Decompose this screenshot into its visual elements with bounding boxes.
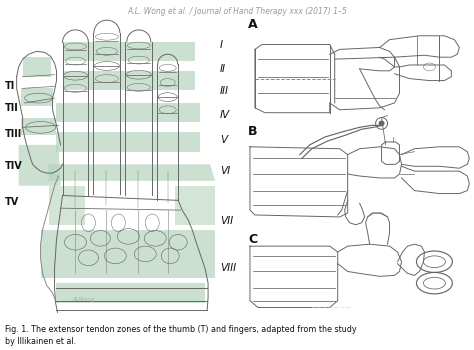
Text: VI: VI — [220, 166, 230, 176]
Polygon shape — [18, 145, 61, 186]
Polygon shape — [55, 103, 200, 122]
Polygon shape — [21, 88, 53, 106]
Text: V: V — [220, 135, 227, 146]
Text: VIII: VIII — [220, 263, 236, 273]
Text: IV: IV — [220, 110, 230, 120]
Text: TI: TI — [5, 81, 15, 91]
Text: B: B — [248, 125, 257, 138]
Text: VII: VII — [220, 216, 233, 226]
Polygon shape — [55, 132, 200, 152]
Text: TII: TII — [5, 103, 18, 113]
Text: A.L. Wong et al. / Journal of Hand Therapy xxx (2017) 1–5: A.L. Wong et al. / Journal of Hand Thera… — [127, 7, 347, 15]
Polygon shape — [63, 71, 195, 90]
Text: C: C — [248, 232, 257, 245]
Polygon shape — [63, 42, 195, 61]
Polygon shape — [175, 186, 215, 225]
Text: Fig. 1. The extensor tendon zones of the thumb (T) and fingers, adapted from the: Fig. 1. The extensor tendon zones of the… — [5, 325, 356, 346]
Polygon shape — [41, 230, 215, 278]
Text: ALWong: ALWong — [73, 297, 95, 302]
Polygon shape — [48, 186, 85, 225]
Polygon shape — [23, 57, 51, 77]
Text: ~~~~~~~: ~~~~~~~ — [310, 306, 351, 312]
Text: TIV: TIV — [5, 161, 22, 171]
Polygon shape — [21, 118, 55, 135]
Polygon shape — [48, 164, 215, 181]
Text: I: I — [220, 40, 223, 50]
Text: TIII: TIII — [5, 129, 22, 139]
Text: TV: TV — [5, 197, 19, 207]
Text: III: III — [220, 86, 229, 96]
Text: A: A — [248, 18, 257, 31]
Circle shape — [379, 120, 384, 126]
Text: II: II — [220, 64, 226, 74]
Polygon shape — [55, 283, 205, 303]
